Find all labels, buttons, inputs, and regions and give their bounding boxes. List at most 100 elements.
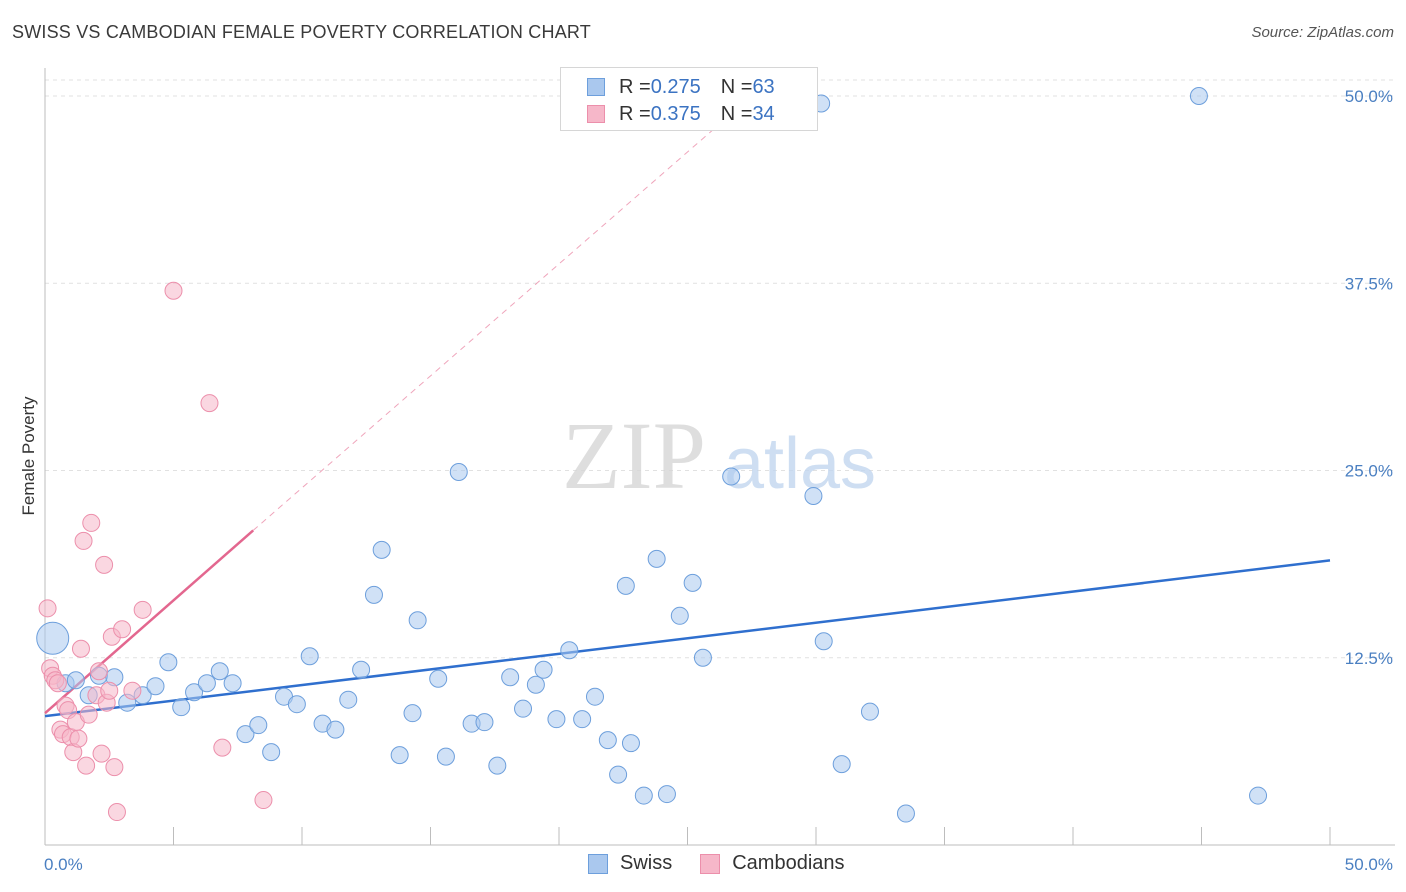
cambodian-n-label: N = bbox=[720, 102, 753, 125]
swiss-point-22 bbox=[326, 720, 345, 739]
swiss-point-39 bbox=[534, 660, 553, 679]
swiss-point-13 bbox=[210, 662, 229, 681]
swiss-point-15 bbox=[236, 725, 255, 744]
cambodians-point-0 bbox=[38, 599, 57, 618]
swiss-point-52 bbox=[683, 573, 702, 592]
swiss-point-34 bbox=[475, 713, 494, 732]
cambodians-point-20 bbox=[92, 744, 111, 763]
cambodians-point-28 bbox=[123, 681, 142, 700]
swiss-point-40 bbox=[547, 710, 566, 729]
y-tick-label-0: 12.5% bbox=[1345, 649, 1393, 668]
cambodians-point-32 bbox=[213, 738, 232, 757]
chart-title: SWISS VS CAMBODIAN FEMALE POVERTY CORREL… bbox=[12, 22, 591, 42]
swiss-point-62 bbox=[1249, 786, 1268, 805]
cambodians-point-23 bbox=[100, 681, 119, 700]
cambodians-point-13 bbox=[71, 639, 90, 658]
swiss-point-35 bbox=[488, 756, 507, 775]
y-tick-label-2: 37.5% bbox=[1345, 274, 1393, 293]
watermark-zip: ZIP bbox=[562, 402, 706, 509]
swiss-point-26 bbox=[372, 540, 391, 559]
swiss-point-47 bbox=[621, 734, 640, 753]
cambodians-point-30 bbox=[164, 281, 183, 300]
cambodians-point-31 bbox=[200, 394, 219, 413]
series-cambodians bbox=[38, 281, 273, 822]
swiss-swatch bbox=[587, 78, 605, 96]
series-legend: Swiss Cambodians bbox=[588, 852, 873, 875]
swiss-point-59 bbox=[896, 804, 915, 823]
swiss-point-12 bbox=[197, 674, 216, 693]
swiss-point-43 bbox=[585, 687, 604, 706]
swiss-point-36 bbox=[501, 668, 520, 687]
cambodians-point-29 bbox=[133, 600, 152, 619]
cambodians-point-26 bbox=[107, 803, 126, 822]
cambodians-point-19 bbox=[89, 662, 108, 681]
swiss-point-50 bbox=[657, 785, 676, 804]
cambodian-swatch bbox=[587, 105, 605, 123]
swiss-point-29 bbox=[408, 611, 427, 630]
cambodians-point-12 bbox=[69, 729, 88, 748]
legend-row-cambodians: R = 0.375 N = 34 bbox=[587, 102, 775, 126]
swiss-point-20 bbox=[300, 647, 319, 666]
swiss-point-11 bbox=[185, 683, 204, 702]
x-tick-label-1: 50.0% bbox=[1345, 855, 1393, 874]
swiss-point-49 bbox=[647, 549, 666, 568]
legend-item-swiss[interactable]: Swiss bbox=[588, 852, 672, 875]
swiss-point-28 bbox=[403, 704, 422, 723]
cambodians-point-14 bbox=[74, 531, 93, 550]
y-tick-label-1: 25.0% bbox=[1345, 462, 1393, 481]
x-tick-label-0: 0.0% bbox=[44, 855, 83, 874]
cambodian-r-label: R = bbox=[619, 102, 651, 125]
swiss-point-48 bbox=[634, 786, 653, 805]
swiss-point-30 bbox=[429, 669, 448, 688]
swiss-point-56 bbox=[814, 632, 833, 651]
cambodian-legend-label: Cambodians bbox=[732, 852, 845, 874]
cambodians-point-27 bbox=[113, 620, 132, 639]
swiss-n-label: N = bbox=[720, 75, 753, 98]
swiss-point-46 bbox=[616, 576, 635, 595]
swiss-r-label: R = bbox=[619, 75, 651, 98]
swiss-r-value: 0.275 bbox=[650, 75, 701, 98]
swiss-point-2 bbox=[66, 671, 85, 690]
swiss-point-0 bbox=[36, 621, 70, 655]
cambodians-point-16 bbox=[79, 705, 98, 724]
swiss-point-24 bbox=[352, 660, 371, 679]
swiss-point-37 bbox=[514, 699, 533, 718]
cambodian-legend-swatch bbox=[700, 853, 721, 874]
legend-row-swiss: R = 0.275 N = 63 bbox=[587, 75, 775, 99]
swiss-point-61 bbox=[1189, 87, 1208, 105]
y-tick-label-3: 50.0% bbox=[1345, 87, 1393, 106]
y-axis-label: Female Poverty bbox=[19, 396, 38, 516]
swiss-point-14 bbox=[223, 674, 242, 693]
swiss-point-54 bbox=[722, 467, 741, 486]
cambodians-point-15 bbox=[77, 756, 96, 775]
swiss-legend-swatch bbox=[588, 853, 608, 874]
cambodian-trend-extension bbox=[252, 95, 753, 531]
swiss-point-44 bbox=[598, 731, 617, 750]
swiss-point-53 bbox=[693, 648, 712, 667]
data-points bbox=[36, 87, 1268, 823]
swiss-point-51 bbox=[670, 606, 689, 625]
swiss-point-42 bbox=[573, 710, 592, 729]
swiss-point-9 bbox=[159, 653, 178, 672]
swiss-point-16 bbox=[249, 716, 268, 735]
tick-labels: 12.5% 25.0% 37.5% 50.0% 0.0% 50.0% bbox=[44, 87, 1393, 874]
swiss-point-17 bbox=[262, 743, 281, 762]
swiss-point-25 bbox=[364, 585, 383, 604]
cambodians-point-17 bbox=[82, 513, 101, 532]
cambodian-n-value: 34 bbox=[752, 102, 775, 125]
legend-item-cambodians[interactable]: Cambodians bbox=[700, 852, 845, 875]
swiss-n-value: 63 bbox=[752, 75, 775, 98]
series-swiss bbox=[36, 87, 1268, 823]
swiss-point-31 bbox=[436, 747, 455, 766]
watermark-atlas: atlas bbox=[724, 424, 876, 504]
cambodians-point-4 bbox=[48, 674, 67, 693]
axes bbox=[44, 68, 1395, 846]
swiss-legend-label: Swiss bbox=[620, 852, 673, 874]
swiss-point-8 bbox=[146, 677, 165, 696]
swiss-point-23 bbox=[339, 690, 358, 709]
swiss-point-58 bbox=[860, 702, 879, 721]
swiss-point-57 bbox=[832, 755, 851, 774]
swiss-point-10 bbox=[172, 698, 191, 717]
swiss-point-55 bbox=[804, 486, 823, 505]
